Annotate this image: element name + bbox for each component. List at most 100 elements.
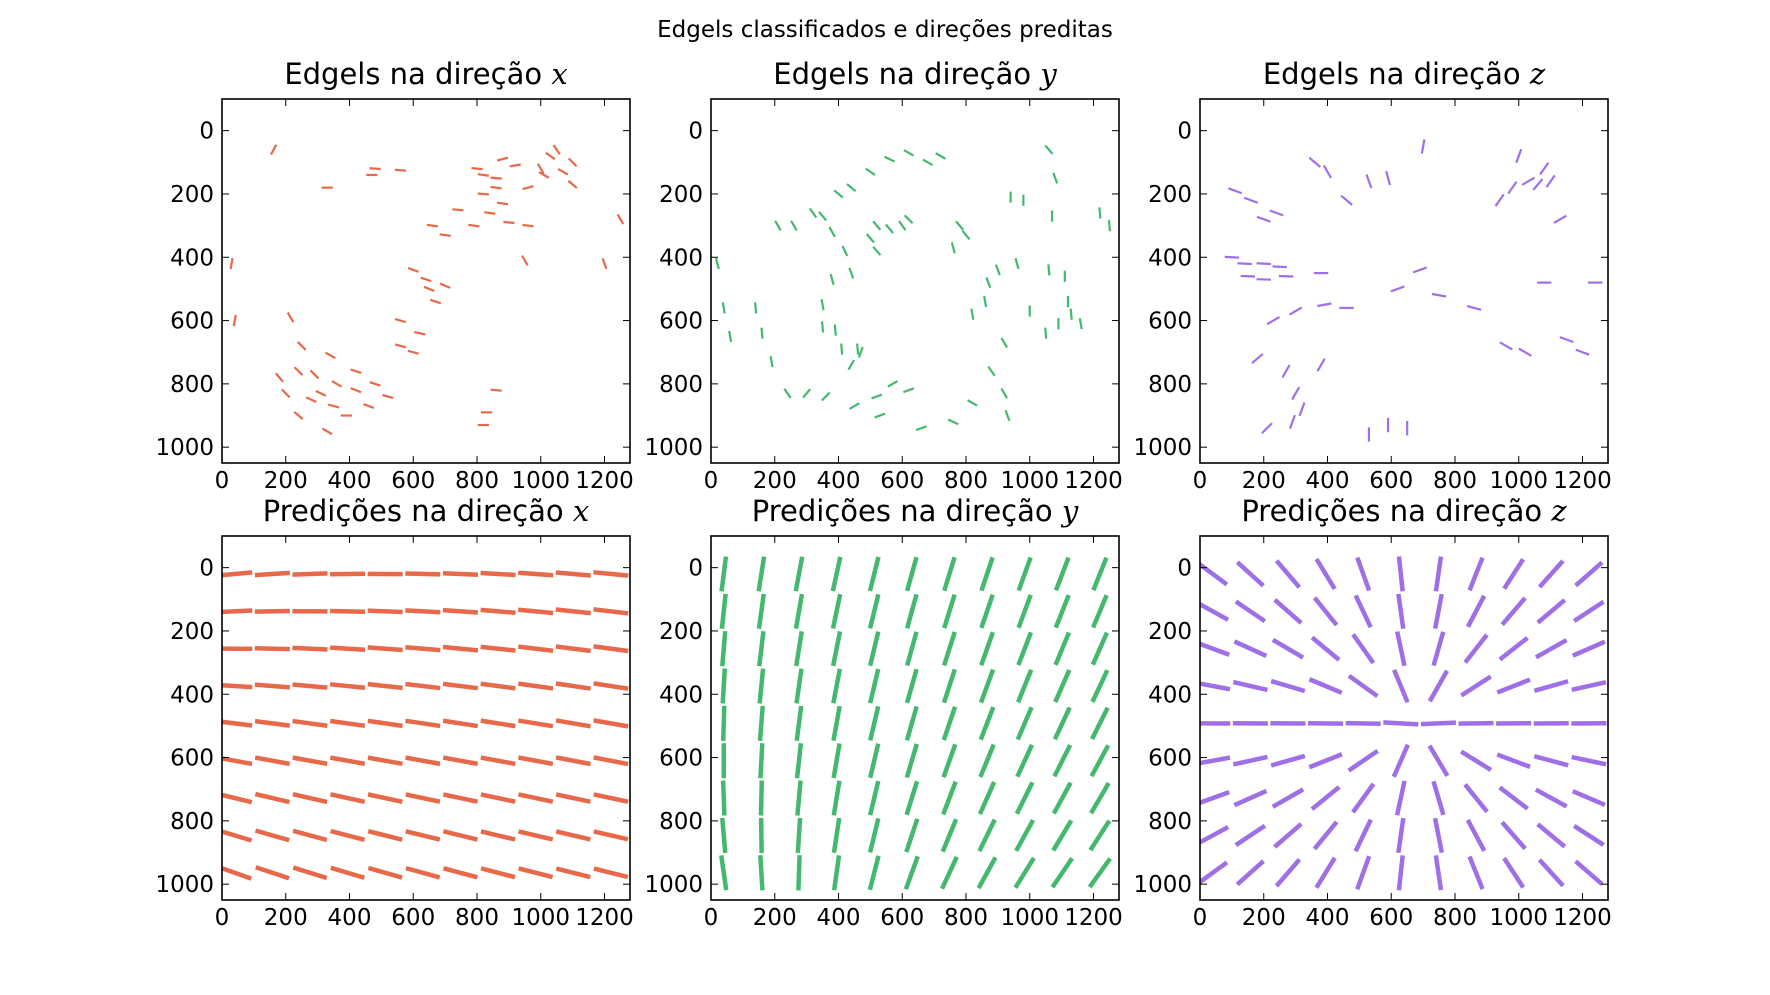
- edgel-segment: [728, 330, 733, 343]
- edgel-segment: [509, 163, 521, 168]
- edgel-segment: [552, 144, 561, 155]
- segments: [1200, 556, 1607, 891]
- edgel-segment: [1521, 176, 1536, 186]
- edgel-segment: [367, 608, 403, 615]
- edgel-segment: [557, 168, 569, 176]
- edgel-segment: [367, 718, 403, 729]
- edgel-segment: [254, 791, 290, 805]
- edgel-segment: [1385, 170, 1391, 186]
- edgel-segment: [1545, 174, 1556, 188]
- x-tick-label: 800: [1433, 468, 1477, 494]
- edgel-segment: [1312, 820, 1339, 851]
- edgel-segment: [1432, 817, 1444, 854]
- edgel-segment: [1298, 402, 1306, 417]
- edgel-segment: [1533, 679, 1569, 693]
- y-tick-label: 600: [170, 309, 214, 335]
- edgel-segment: [367, 755, 403, 767]
- edgel-segment: [1090, 669, 1110, 703]
- edgel-segment: [369, 381, 381, 387]
- edgel-segment: [904, 556, 919, 592]
- axes-frame: [221, 535, 631, 901]
- plot-area: [1200, 99, 1608, 463]
- edgel-segment: [1091, 556, 1109, 592]
- edgel-segment: [1266, 316, 1281, 326]
- edgel-segment: [1396, 855, 1405, 891]
- edgel-segment: [330, 865, 366, 880]
- y-tick-label: 0: [688, 556, 703, 582]
- edgel-segment: [442, 681, 479, 691]
- edgel-segment: [292, 571, 328, 577]
- edgel-segment: [1200, 860, 1229, 885]
- y-tick-label: 400: [659, 682, 703, 708]
- edgel-segment: [1420, 139, 1426, 154]
- edgel-segment: [394, 343, 407, 349]
- edgel-segment: [979, 631, 995, 666]
- edgel-segment: [831, 780, 842, 816]
- edgel-segment: [232, 314, 237, 327]
- x-tick-label: 1000: [1000, 468, 1059, 494]
- y-tick-label: 0: [688, 119, 703, 145]
- edgel-segment: [848, 267, 855, 279]
- edgel-segment: [774, 220, 782, 231]
- edgel-segment: [976, 856, 998, 890]
- edgel-segment: [983, 295, 988, 308]
- edgel-segment: [296, 341, 307, 351]
- edgel-segment: [1465, 594, 1487, 628]
- panel-title-variable: z: [1529, 57, 1546, 91]
- edgel-segment: [818, 211, 827, 222]
- edgel-segment: [719, 593, 728, 630]
- edgel-segment: [867, 855, 881, 891]
- panel-title-text: Edgels na direção: [284, 57, 551, 91]
- edgel-segment: [1365, 174, 1373, 189]
- panel-1: Edgels na direção x0 200 400 600 800 1000 1200…: [155, 57, 633, 494]
- edgel-segment: [309, 369, 320, 380]
- edgel-segment: [1499, 341, 1513, 351]
- edgel-segment: [593, 570, 629, 578]
- edgel-segment: [1237, 262, 1252, 266]
- edgel-segment: [255, 865, 290, 881]
- edgel-segment: [254, 570, 291, 578]
- y-tick-label: 200: [659, 182, 703, 208]
- edgel-segment: [407, 349, 419, 355]
- edgel-segment: [480, 792, 516, 804]
- x-tick-label: 0: [1193, 468, 1208, 494]
- edgel-segment: [1016, 556, 1033, 592]
- edgel-segment: [794, 668, 804, 704]
- edgel-segment: [1090, 706, 1110, 741]
- y-tick-label: 1000: [644, 872, 703, 898]
- edgel-segment: [1273, 822, 1303, 849]
- edgel-segment: [555, 644, 591, 654]
- edgel-segment: [794, 705, 804, 742]
- edgel-segment: [1396, 556, 1405, 592]
- x-tick-label: 1200: [1064, 468, 1123, 494]
- y-tick-label: 600: [170, 746, 214, 772]
- edgel-segment: [405, 681, 441, 691]
- x-tick-label: 1000: [511, 905, 570, 931]
- edgel-segment: [1571, 639, 1606, 658]
- edgel-segment: [442, 755, 479, 767]
- edgel-segment: [1288, 414, 1296, 429]
- edgel-segment: [254, 645, 290, 652]
- edgel-segment: [1310, 785, 1341, 811]
- edgel-segment: [867, 631, 881, 667]
- y-tick-label: 800: [170, 372, 214, 398]
- edgel-segment: [1353, 818, 1373, 853]
- edgel-segment: [1345, 720, 1381, 726]
- edgel-segment: [1314, 557, 1337, 591]
- edgel-segment: [783, 388, 792, 399]
- edgel-segment: [518, 866, 554, 880]
- edgel-segment: [904, 593, 919, 629]
- edgel-segment: [719, 855, 729, 891]
- edgel-segment: [867, 817, 881, 853]
- panel-title-text: Predições na direção: [1241, 494, 1551, 528]
- edgel-segment: [874, 412, 886, 419]
- edgel-segment: [593, 644, 629, 654]
- y-tick-label: 1000: [155, 435, 214, 461]
- edgel-segment: [292, 682, 328, 690]
- edgel-segment: [935, 152, 946, 160]
- edgel-segment: [756, 556, 767, 592]
- edgel-segment: [1271, 787, 1305, 809]
- edgel-segment: [324, 351, 336, 360]
- edgel-segment: [1308, 677, 1343, 695]
- edgel-segment: [1224, 255, 1240, 259]
